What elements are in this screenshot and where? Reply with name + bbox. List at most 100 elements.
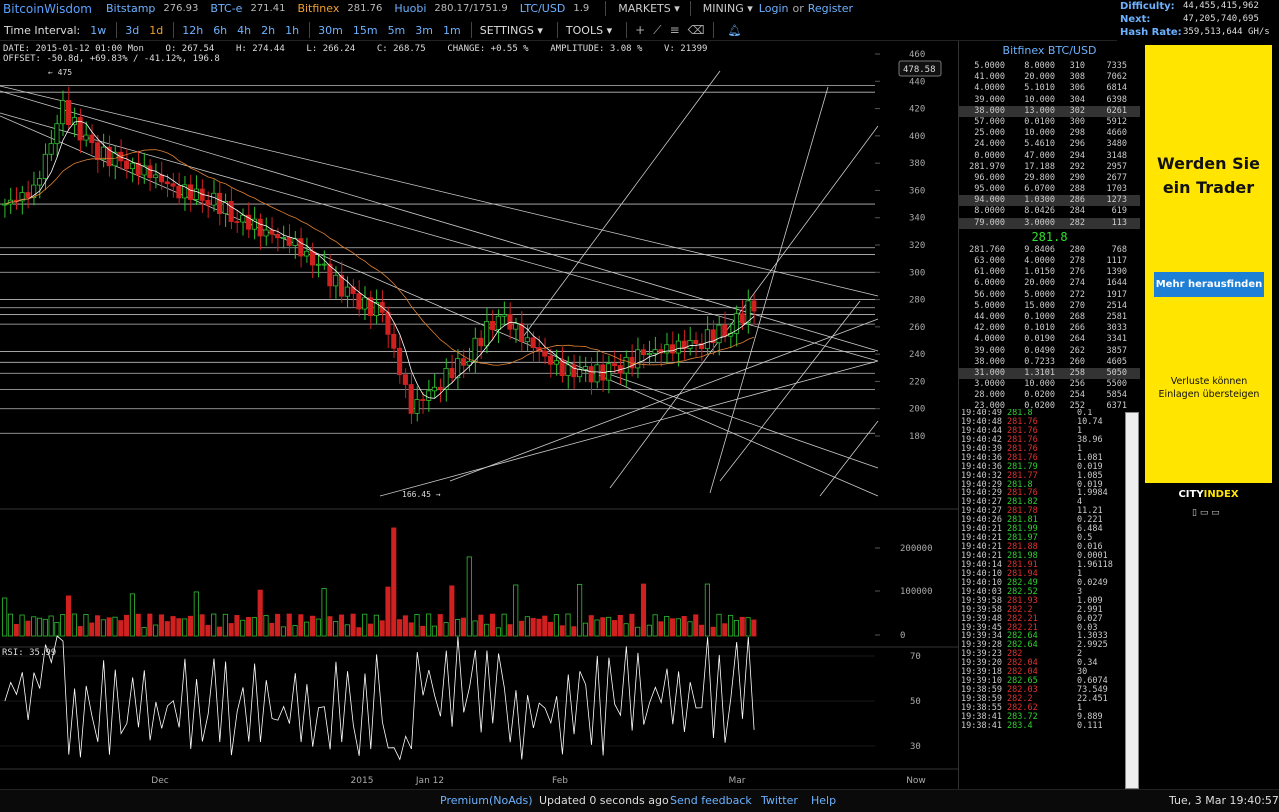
candle-up	[501, 314, 507, 317]
interval-1d[interactable]: 1d	[149, 23, 164, 37]
interval-12h[interactable]: 12h	[182, 23, 204, 37]
volume-bar-down	[693, 614, 699, 637]
trade-price: 281.76	[1007, 452, 1038, 463]
help-link[interactable]: Help	[811, 794, 837, 807]
candle-up	[431, 386, 437, 392]
interval-6h[interactable]: 6h	[213, 23, 228, 37]
interval-3d[interactable]: 3d	[125, 23, 140, 37]
x-axis-label: 2015	[351, 776, 374, 786]
ask-cell: 4.0000	[974, 83, 1005, 94]
ask-row: 281.970 17.188 292 2957	[959, 162, 1140, 173]
volume-bar-down	[489, 613, 496, 637]
exchange-btce[interactable]: BTC-e	[210, 2, 243, 15]
alert-bell-icon[interactable]: 🔔︎	[727, 23, 742, 37]
interval-15m[interactable]: 15m	[352, 23, 378, 37]
exchange-bitstamp[interactable]: Bitstamp	[106, 2, 156, 15]
bid-cell: 44.000	[974, 311, 1005, 322]
candle-up	[675, 340, 681, 354]
bid-row: 31.000 1.3101 258 5050	[959, 367, 1140, 380]
candle-down	[286, 237, 292, 246]
trade-amount: 2	[1077, 649, 1083, 660]
volume-bar-up	[745, 617, 751, 637]
exchange-ltcusd[interactable]: LTC/USD	[519, 2, 566, 15]
volume-bar-up	[211, 613, 217, 637]
trade-price: 283.72	[1007, 711, 1038, 722]
ad-cta-button[interactable]: Mehr herausfinden	[1154, 272, 1264, 297]
brand-logo[interactable]: BitcoinWisdom	[3, 1, 92, 16]
chart-canvas[interactable]: 4604404204003803603403203002802602402202…	[0, 41, 958, 789]
volume-bar-up	[222, 613, 228, 637]
volume-bar-down	[216, 626, 223, 637]
trade-time: 19:40:48	[961, 416, 1002, 427]
bid-cell: 262	[1069, 345, 1085, 356]
trade-row: 19:39:28 282.64 2.9925	[961, 641, 1137, 650]
register-link[interactable]: Register	[807, 2, 854, 15]
volume-bar-up	[582, 622, 588, 637]
ask-cell: 290	[1069, 172, 1085, 183]
bid-cell: 266	[1069, 323, 1085, 334]
volume-bar-up	[112, 616, 118, 637]
trade-time: 19:40:36	[961, 452, 1002, 463]
volume-bar-down	[611, 620, 618, 637]
interval-2h[interactable]: 2h	[261, 23, 276, 37]
tools-menu[interactable]: TOOLS ▾	[565, 23, 613, 37]
trade-row: 19:39:23 282 2	[961, 650, 1137, 659]
bid-cell: 278	[1069, 256, 1085, 266]
volume-bar-down	[13, 624, 19, 637]
trade-row: 19:40:03 282.52 3	[961, 587, 1137, 597]
interval-1m[interactable]: 1m	[443, 23, 461, 37]
trade-time: 19:40:29	[961, 488, 1002, 499]
mining-menu[interactable]: MINING ▾	[702, 2, 753, 15]
trendline-icon[interactable]: ⟋	[653, 22, 662, 37]
candle-up	[466, 361, 472, 366]
trade-price: 282	[1007, 649, 1023, 660]
bid-row: 63.000 4.0000 278 1117	[959, 256, 1140, 267]
exchange-huobi[interactable]: Huobi	[394, 2, 427, 15]
interval-5m[interactable]: 5m	[387, 23, 406, 37]
bid-cell: 5050	[1106, 367, 1127, 378]
candle-up	[362, 297, 368, 310]
x-axis-label: Feb	[552, 776, 568, 786]
interval-1h[interactable]: 1h	[285, 23, 300, 37]
eraser-icon[interactable]: ⌫	[687, 23, 705, 37]
trades-scrollbar[interactable]	[1125, 412, 1139, 789]
trade-price: 281.76	[1007, 425, 1038, 436]
price-chart[interactable]: 460 440 420 400 380 360 340 320 300 280 260 240 220 2…	[0, 41, 958, 789]
twitter-link[interactable]: Twitter	[761, 794, 798, 807]
trade-price: 281.79	[1007, 461, 1038, 472]
login-link[interactable]: Login	[758, 2, 789, 15]
trade-price: 281.82	[1007, 497, 1038, 508]
interval-30m[interactable]: 30m	[318, 23, 343, 37]
trade-amount: 1.009	[1077, 595, 1103, 606]
volume-bar-down	[286, 613, 292, 637]
interval-4h[interactable]: 4h	[237, 23, 252, 37]
volume-bar-down	[681, 615, 687, 637]
price-tick-label: 380	[909, 159, 925, 169]
crosshair-icon[interactable]: +	[635, 23, 646, 37]
ad-logo[interactable]: CITYINDEX	[1145, 489, 1272, 500]
premium-link[interactable]: Premium(NoAds)	[440, 794, 533, 807]
bids-table: 281.760 9.8406 280 768 63.000 4.0000 278 1117 61…	[959, 245, 1140, 413]
ask-cell: 8.0000	[1024, 61, 1055, 71]
volume-bar-down	[356, 627, 362, 637]
feedback-link[interactable]: Send feedback	[670, 794, 752, 807]
volume-bar-down	[478, 614, 484, 637]
last-price: 281.8	[1031, 229, 1068, 244]
ad-logo-b: INDEX	[1203, 489, 1239, 500]
settings-menu[interactable]: SETTINGS ▾	[479, 23, 543, 37]
moving-average-fast	[4, 120, 755, 399]
interval-3m[interactable]: 3m	[415, 23, 433, 37]
divider	[173, 22, 175, 38]
exchange-bitfinex[interactable]: Bitfinex	[297, 2, 340, 15]
markets-menu[interactable]: MARKETS ▾	[618, 2, 680, 15]
bid-cell: 1390	[1106, 267, 1127, 278]
bid-cell: 39.000	[974, 345, 1005, 356]
book-title[interactable]: Bitfinex BTC/USD	[1002, 44, 1097, 57]
volume-bar-up	[652, 614, 658, 637]
volume-bar-down	[699, 624, 705, 637]
volume-bar-up	[716, 613, 722, 637]
hline-icon[interactable]: ≡	[669, 23, 680, 37]
advertisement[interactable]: Werden Sie ein Trader Mehr herausfinden …	[1145, 45, 1272, 483]
trade-amount: 1	[1077, 425, 1083, 436]
interval-1w[interactable]: 1w	[90, 23, 107, 37]
